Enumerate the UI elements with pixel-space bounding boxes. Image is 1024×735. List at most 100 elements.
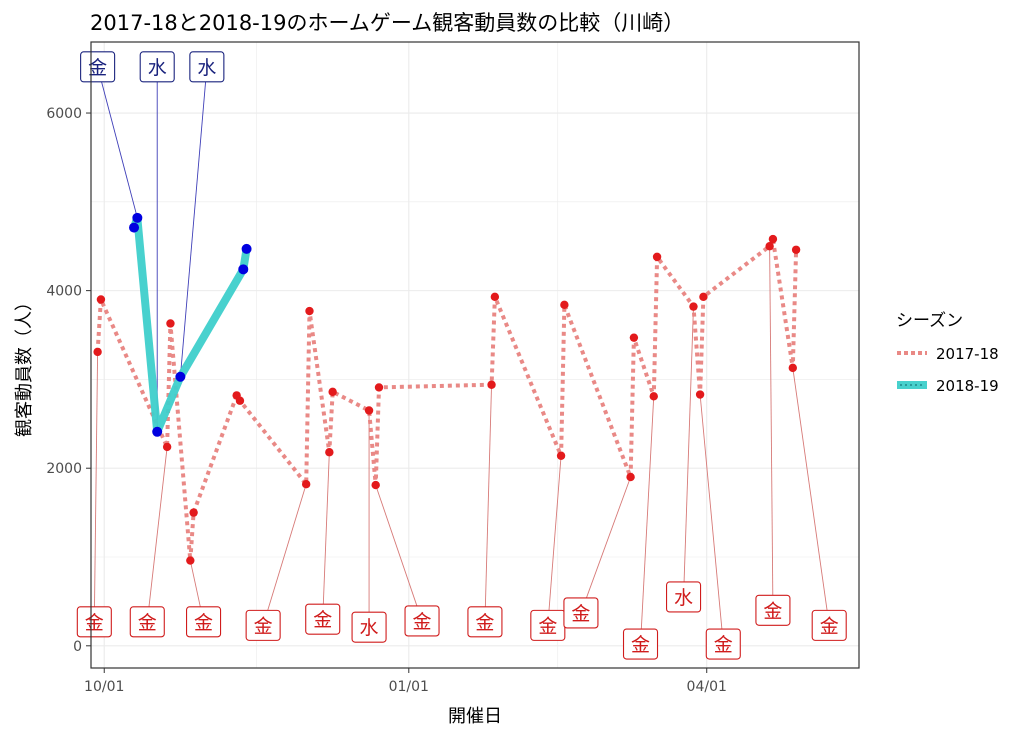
day-label-text: 水 <box>360 617 379 639</box>
data-point-2018-19 <box>238 264 249 275</box>
day-label-2018-19: 水 <box>189 51 225 83</box>
day-label-2017-18: 金 <box>530 609 566 641</box>
day-label-2017-18: 金 <box>622 628 659 660</box>
label-connector <box>97 66 138 218</box>
day-label-text: 金 <box>85 612 104 634</box>
data-point-2018-19 <box>152 426 163 437</box>
x-tick-label: 10/01 <box>84 679 124 695</box>
series-line-2017-18 <box>95 237 799 563</box>
day-label-box <box>404 605 440 637</box>
data-point-2018-19 <box>175 371 186 382</box>
label-connector <box>93 351 99 622</box>
day-label-text: 金 <box>194 612 213 634</box>
day-label-text: 金 <box>254 615 273 637</box>
day-label-box <box>351 611 387 643</box>
data-point-2017-18 <box>301 479 311 489</box>
day-label-box <box>705 628 741 660</box>
data-point-2017-18 <box>374 383 384 392</box>
y-tick-label: 0 <box>73 639 82 655</box>
legend-label: 2018-19 <box>936 377 999 395</box>
day-label-text: 金 <box>631 634 650 656</box>
x-tick-label: 01/01 <box>389 679 429 695</box>
day-label-text: 金 <box>820 615 839 637</box>
data-point-2017-18 <box>235 396 245 405</box>
day-labels: 金金金金金水金金金金金水金金金金水水 <box>76 51 847 660</box>
day-label-text: 金 <box>763 600 782 622</box>
chart-title: 2017-18と2018-19のホームゲーム観客動員数の比較（川崎） <box>90 11 684 35</box>
label-connector <box>683 306 694 597</box>
day-label-text: 金 <box>571 603 590 625</box>
data-point-2017-18 <box>629 333 639 342</box>
day-label-box <box>811 609 847 641</box>
day-label-2017-18: 水 <box>351 611 387 643</box>
legend-entry-2017-18: 2017-18 <box>897 345 999 363</box>
data-point-2018-19 <box>132 212 143 223</box>
day-label-box <box>129 606 165 638</box>
label-connector <box>322 452 330 620</box>
legend-entries: 2017-18 2018-19 <box>897 345 999 395</box>
legend-label: 2017-18 <box>936 345 999 363</box>
label-connector <box>375 484 423 622</box>
data-point-2018-19 <box>241 243 252 254</box>
day-label-text: 水 <box>674 587 693 609</box>
day-label-box <box>467 606 503 638</box>
data-point-2017-18 <box>649 392 658 401</box>
x-tick-label: 04/01 <box>687 679 727 695</box>
data-point-2017-18 <box>689 302 698 311</box>
label-connectors <box>93 66 830 645</box>
legend-entry-2018-19: 2018-19 <box>897 377 999 395</box>
data-point-2017-18 <box>93 347 102 357</box>
data-point-2017-18 <box>652 252 662 262</box>
data-point-2017-18 <box>560 300 569 310</box>
label-connector <box>580 476 632 614</box>
plot-panel <box>91 42 859 668</box>
day-label-2017-18: 金 <box>245 609 281 641</box>
label-connector <box>640 396 655 645</box>
day-label-box <box>622 628 659 660</box>
day-label-2017-18: 金 <box>404 605 440 637</box>
label-connector <box>146 446 168 622</box>
day-label-text: 金 <box>714 634 733 656</box>
data-point-2017-18 <box>791 245 801 254</box>
day-label-text: 金 <box>475 612 494 634</box>
label-connector <box>484 384 493 622</box>
data-point-2017-18 <box>490 292 500 302</box>
y-tick-label: 4000 <box>46 284 82 300</box>
data-point-2017-18 <box>325 448 334 457</box>
data-point-2017-18 <box>189 508 198 517</box>
day-label-2017-18: 金 <box>129 606 165 638</box>
day-label-text: 水 <box>197 57 216 79</box>
day-label-2017-18: 金 <box>305 603 341 635</box>
day-label-text: 金 <box>88 57 107 79</box>
y-tick-label: 2000 <box>46 461 82 477</box>
data-point-2017-18 <box>626 472 635 482</box>
label-connector <box>179 66 208 377</box>
data-point-2017-18 <box>364 406 374 415</box>
grid-lines <box>91 42 859 668</box>
day-label-2018-19: 水 <box>139 51 175 83</box>
day-label-2017-18: 水 <box>666 581 702 613</box>
day-label-2017-18: 金 <box>811 609 847 641</box>
day-label-2018-19: 金 <box>80 51 116 83</box>
data-point-2017-18 <box>487 380 496 389</box>
data-point-2017-18 <box>371 480 380 490</box>
label-connector <box>699 394 724 645</box>
day-label-box <box>305 603 341 635</box>
data-point-2017-18 <box>699 292 708 302</box>
y-tick-label: 6000 <box>46 106 82 122</box>
plot-frame <box>90 41 860 669</box>
data-point-2017-18 <box>166 319 175 328</box>
day-label-box <box>139 51 175 83</box>
data-point-2017-18 <box>305 306 314 316</box>
x-axis-label: 開催日 <box>448 706 502 727</box>
data-point-2017-18 <box>186 556 195 565</box>
day-label-box <box>666 581 702 613</box>
label-connector <box>547 455 562 626</box>
day-label-2017-18: 金 <box>705 628 741 660</box>
day-label-2017-18: 金 <box>467 606 503 638</box>
plot-border <box>90 41 860 669</box>
day-label-box <box>189 51 225 83</box>
day-label-box <box>563 597 599 629</box>
